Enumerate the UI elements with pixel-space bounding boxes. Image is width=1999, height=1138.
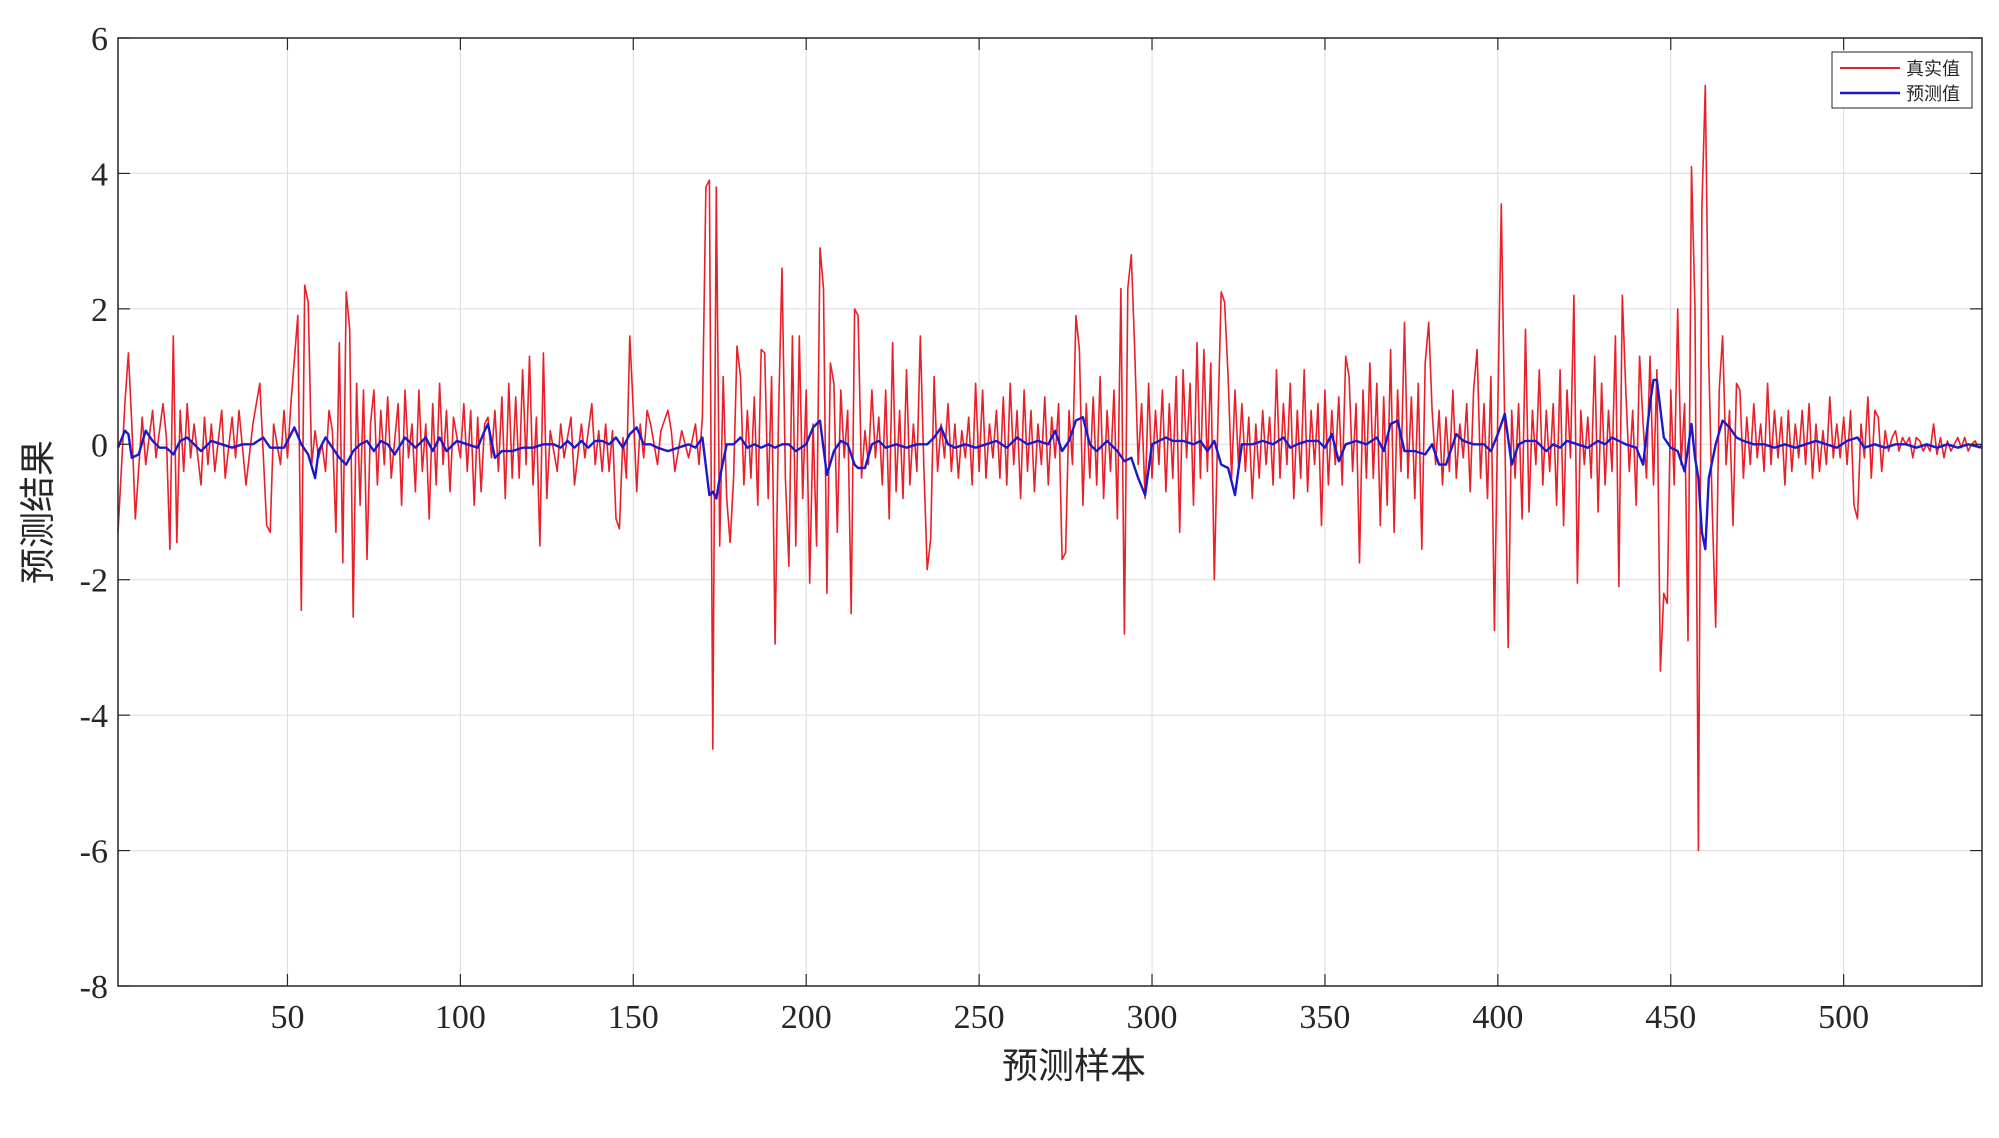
- axes-frame: [117, 37, 1983, 987]
- y-tick-label: -6: [80, 834, 108, 871]
- x-tick-label: 350: [1299, 999, 1350, 1036]
- y-tick-label: -8: [80, 969, 108, 1006]
- y-tick-label: -4: [80, 698, 108, 735]
- tick-labels: 50 100 150 200 250 300 350 400 450 500 -8 -6 -4 -2 0 2 4…: [80, 21, 1869, 1036]
- y-tick-label: 4: [91, 156, 108, 193]
- x-tick-label: 250: [954, 999, 1005, 1036]
- y-tick-label: 0: [91, 427, 108, 464]
- x-tick-label: 500: [1818, 999, 1869, 1036]
- x-axis-label: 预测样本: [1002, 1046, 1146, 1086]
- x-tick-label: 100: [435, 999, 486, 1036]
- x-tick-label: 150: [608, 999, 659, 1036]
- axis-ticks: [118, 37, 1982, 987]
- x-tick-label: 400: [1472, 999, 1523, 1036]
- series-line-1: [117, 84, 1983, 852]
- legend-box: [1831, 51, 1973, 109]
- x-tick-label: 50: [270, 999, 304, 1036]
- legend-label-series-2: 预测值: [1906, 84, 1960, 104]
- legend: 真实值 预测值: [1831, 51, 1973, 109]
- series-layer: [116, 84, 1983, 852]
- y-tick-label: 6: [91, 21, 108, 58]
- legend-label-series-1: 真实值: [1906, 59, 1960, 79]
- x-tick-label: 450: [1645, 999, 1696, 1036]
- x-tick-label: 200: [781, 999, 832, 1036]
- x-tick-label: 300: [1127, 999, 1178, 1036]
- y-axis-label: 预测结果: [18, 440, 58, 584]
- y-tick-label: 2: [91, 292, 108, 329]
- series-line-2: [116, 378, 1983, 551]
- y-tick-label: -2: [80, 563, 108, 600]
